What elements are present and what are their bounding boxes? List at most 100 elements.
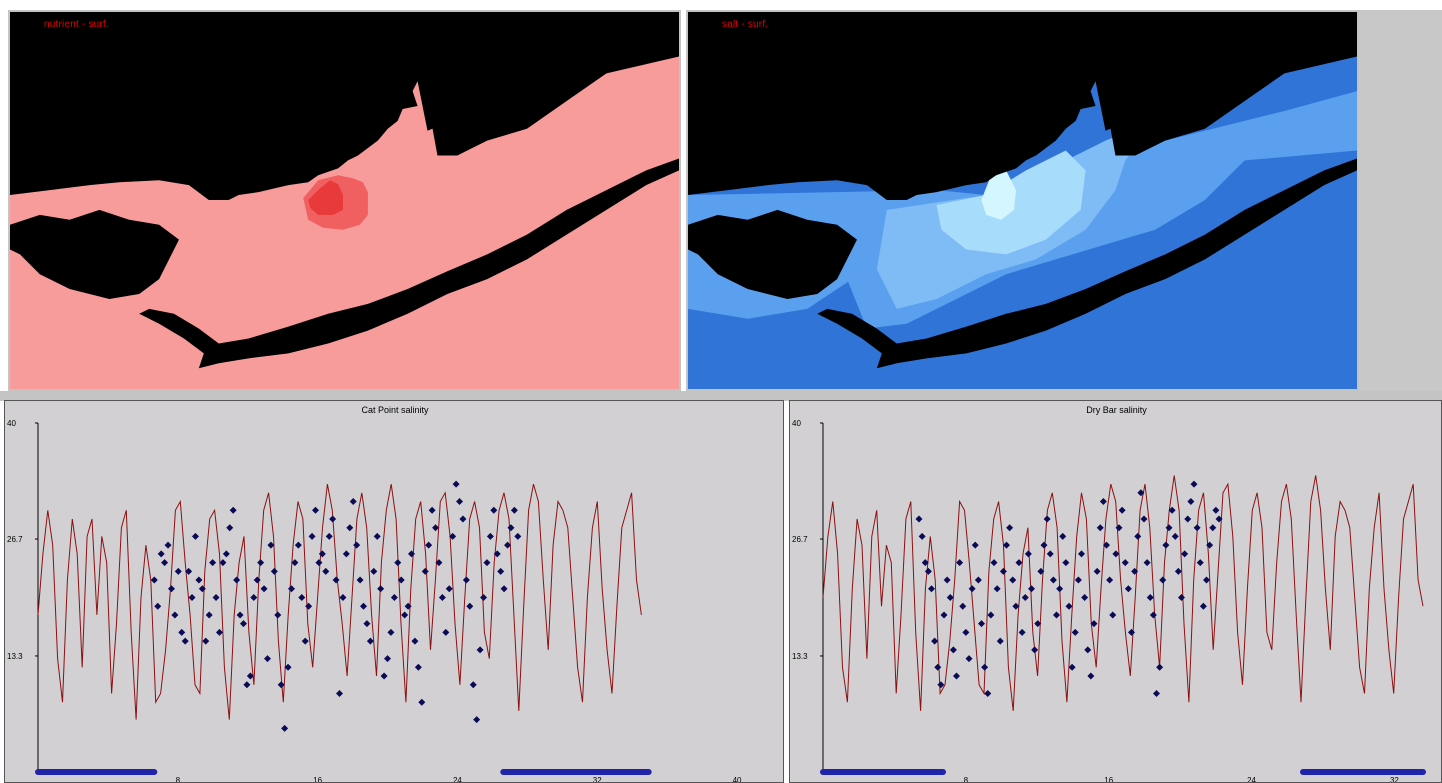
observation-point — [971, 541, 979, 549]
observation-point — [990, 559, 998, 567]
observation-point — [397, 576, 405, 584]
observation-point — [987, 611, 995, 619]
nutrient-map-panel[interactable]: nutrient - surf. — [8, 10, 681, 391]
observation-point — [291, 559, 299, 567]
observation-point — [226, 524, 234, 532]
observation-point — [504, 541, 512, 549]
observation-point — [469, 681, 477, 689]
observation-point — [236, 611, 244, 619]
observation-point — [181, 637, 189, 645]
observation-point — [390, 594, 398, 601]
observation-point — [924, 567, 932, 575]
observation-point — [339, 594, 347, 601]
observation-point — [1174, 567, 1182, 575]
observation-point — [215, 628, 223, 636]
observation-point — [414, 663, 422, 671]
observation-point — [953, 672, 960, 680]
observation-point — [1187, 498, 1195, 506]
observation-point — [1203, 576, 1210, 584]
observation-point — [308, 532, 316, 540]
observation-point — [974, 576, 982, 584]
observation-point — [1090, 620, 1098, 628]
observation-point — [978, 620, 985, 628]
observation-point — [284, 663, 292, 671]
observation-point — [1206, 541, 1214, 549]
panel-divider — [0, 391, 1442, 401]
x-tick-label: 24 — [453, 776, 462, 783]
x-tick-label: 40 — [733, 776, 742, 783]
observation-point — [1043, 515, 1051, 523]
observation-point — [999, 567, 1007, 575]
observation-point — [384, 655, 392, 663]
observation-point — [1040, 541, 1048, 549]
observation-point — [486, 532, 494, 540]
cat-point-chart-panel[interactable]: Cat Point salinity 40 26.7 13.3 8 16 24 32 40 — [4, 400, 784, 783]
observation-point — [956, 559, 964, 567]
observation-point — [934, 663, 942, 671]
observation-point — [993, 585, 1001, 593]
observation-point — [1078, 550, 1085, 558]
observation-point — [1056, 585, 1064, 593]
observation-point — [915, 515, 923, 523]
observation-point — [949, 646, 957, 654]
observation-point — [243, 681, 251, 689]
observation-point — [1112, 550, 1120, 558]
observation-point — [968, 585, 976, 593]
observation-point — [209, 559, 217, 567]
observation-point — [346, 524, 354, 532]
observation-point — [325, 532, 333, 540]
observation-point — [157, 550, 165, 558]
observation-point — [185, 567, 193, 575]
observation-point — [318, 550, 326, 558]
observation-point — [1084, 646, 1092, 654]
observation-point — [1087, 672, 1095, 680]
x-tick-label: 16 — [1104, 776, 1113, 783]
observation-point — [1171, 532, 1179, 540]
observation-point — [250, 594, 258, 601]
observation-point — [1018, 628, 1026, 636]
observation-point — [1118, 506, 1126, 514]
observation-point — [1196, 559, 1204, 567]
observation-point — [435, 559, 443, 567]
observation-point — [1109, 611, 1117, 619]
observation-point — [462, 576, 470, 584]
observation-point — [387, 628, 395, 636]
observation-point — [1212, 506, 1220, 514]
observation-point — [274, 611, 282, 619]
y-tick-label: 26.7 — [7, 535, 23, 544]
observation-point — [246, 672, 254, 680]
observation-point — [1103, 541, 1110, 549]
observation-point — [1021, 594, 1029, 601]
observation-point — [1037, 567, 1045, 575]
y-tick-label: 13.3 — [7, 652, 23, 661]
observation-point — [984, 689, 992, 697]
observation-point — [287, 585, 295, 593]
observation-point — [921, 559, 929, 567]
observation-point — [1074, 576, 1082, 584]
observation-point — [490, 506, 498, 514]
observation-point — [294, 541, 302, 549]
observation-point — [373, 532, 381, 540]
dry-bar-chart-panel[interactable]: Dry Bar salinity 40 26.7 13.3 8 16 24 32 — [789, 400, 1442, 783]
observation-point — [202, 637, 210, 645]
observation-point — [178, 628, 186, 636]
observation-point — [1053, 611, 1060, 619]
observation-point — [1193, 524, 1201, 532]
observation-point — [349, 498, 357, 506]
chart-title: Dry Bar salinity — [1086, 405, 1147, 415]
observation-point — [445, 585, 453, 593]
cat-point-salinity-chart: Cat Point salinity 40 26.7 13.3 8 16 24 32 40 — [7, 405, 742, 783]
observation-point — [940, 611, 948, 619]
salt-map-panel[interactable]: salt - surf. — [686, 10, 1359, 391]
observation-point — [1143, 559, 1151, 567]
observation-point — [1128, 628, 1135, 636]
nutrient-map — [10, 12, 679, 389]
observation-point — [1168, 506, 1176, 514]
observation-point — [1059, 532, 1067, 540]
observation-point — [260, 585, 268, 593]
observation-point — [267, 541, 275, 549]
observation-point — [1093, 567, 1101, 575]
observation-point — [212, 594, 220, 601]
y-tick-label: 26.7 — [792, 535, 808, 544]
observation-point — [195, 576, 203, 584]
